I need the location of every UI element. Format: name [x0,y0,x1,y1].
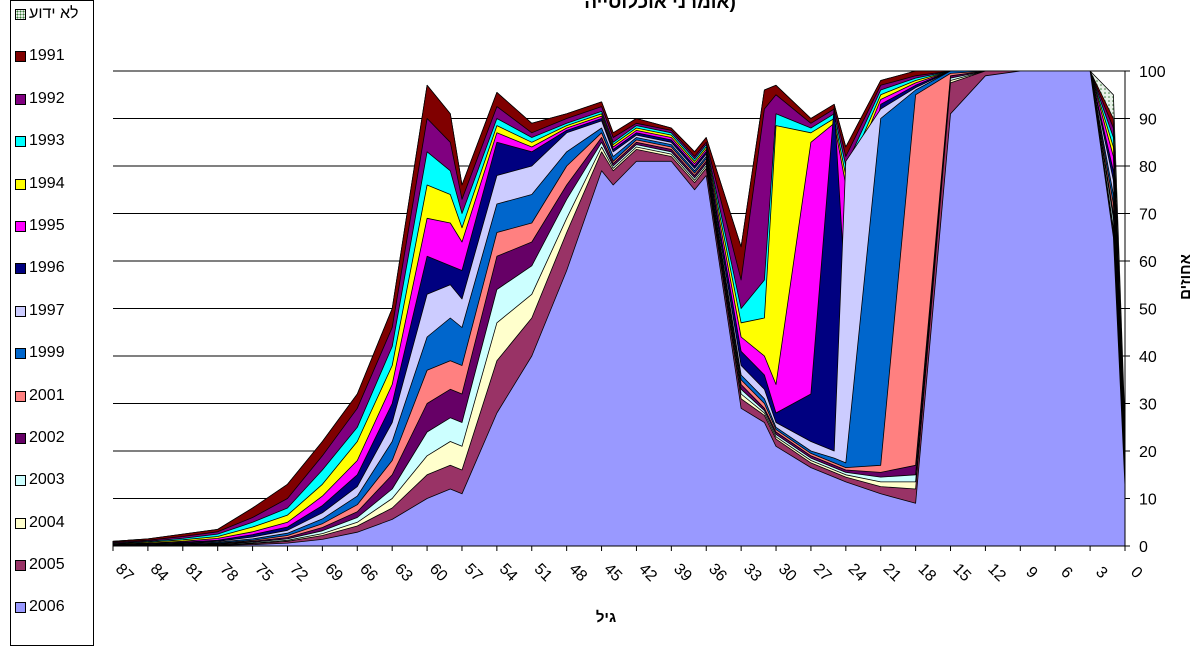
legend-label: 2001 [29,386,65,404]
legend-swatch [15,560,26,572]
y-tick-label: 80 [1139,159,1157,176]
legend-swatch [15,9,26,20]
legend-label: 1994 [29,174,65,192]
x-tick-label: 42 [635,561,660,586]
x-tick-label: 87 [112,561,137,586]
legend-label: 2006 [29,598,65,616]
legend-label: 2005 [29,556,65,574]
y-axis-title: אחוזים [1177,254,1194,300]
legend-label: 1993 [29,132,65,150]
x-tick-label: 39 [670,561,695,586]
x-tick-label: 6 [1057,564,1075,582]
y-tick-label: 0 [1139,539,1148,556]
legend-swatch [15,263,26,275]
legend-item: 1997 [11,302,93,344]
x-tick-label: 24 [845,561,870,586]
legend-swatch [15,93,26,105]
legend-swatch [15,517,26,529]
y-tick-label: 20 [1139,444,1157,461]
legend-label: 2002 [29,428,65,446]
legend-item: לא ידוע [11,5,93,47]
x-tick-label: 33 [740,561,765,586]
x-tick-label: 63 [391,561,416,586]
legend-swatch [15,305,26,317]
x-tick-label: 84 [147,561,172,586]
legend-swatch [15,51,26,63]
legend-item: 1995 [11,217,93,259]
legend-swatch [15,390,26,402]
area-series-14 [112,70,1126,547]
x-tick-label: 18 [915,561,940,586]
stacked-areas [112,70,1126,547]
legend-swatch [15,475,26,487]
y-tick-label: 70 [1139,207,1157,224]
legend-swatch [15,432,26,444]
x-tick-label: 45 [600,561,625,586]
legend-label: 1997 [29,301,65,319]
legend-swatch [15,602,26,614]
legend-swatch [15,136,26,148]
y-tick-label: 100 [1139,64,1166,81]
legend-label: 1996 [29,259,65,277]
x-tick-label: 3 [1092,564,1110,582]
x-axis-title: גיל [596,609,616,626]
x-tick-label: 21 [880,561,905,586]
legend-item: 2005 [11,556,93,598]
x-tick-label: 66 [356,561,381,586]
y-tick-label: 30 [1139,397,1157,414]
legend-item: 1994 [11,175,93,217]
x-tick-label: 12 [984,561,1009,586]
legend-label: 1999 [29,344,65,362]
legend-label: 2003 [29,471,65,489]
legend-item: 2001 [11,387,93,429]
x-tick-label: 72 [286,561,311,586]
x-tick-label: 60 [426,561,451,586]
x-tick-label: 27 [810,561,835,586]
y-tick-label: 90 [1139,112,1157,129]
legend-item: 1991 [11,47,93,89]
legend-item: 1999 [11,344,93,386]
legend-label: לא ידוע [29,5,79,22]
x-tick-label: 78 [217,561,242,586]
legend-item: 2002 [11,429,93,471]
x-tick-label: 51 [531,561,556,586]
legend-item: 2003 [11,471,93,513]
y-tick-label: 60 [1139,254,1157,271]
y-tick-label: 50 [1139,302,1157,319]
legend-swatch [15,178,26,190]
x-tick-label: 81 [182,561,207,586]
legend-item: 1993 [11,132,93,174]
chart-title: (אומרני אוכלוסייה [584,0,736,13]
legend-label: 1995 [29,216,65,234]
x-tick-label: 48 [566,561,591,586]
legend: לא ידוע 1991 1992 1993 1994 1995 1996 1997 1999 2… [10,0,94,646]
x-tick-label: 54 [496,561,521,586]
x-tick-label: 57 [461,561,486,586]
legend-item: 2006 [11,598,93,640]
legend-label: 1992 [29,89,65,107]
legend-item: 2004 [11,514,93,556]
legend-label: 1991 [29,47,65,65]
x-tick-label: 9 [1022,564,1040,582]
x-tick-label: 0 [1127,564,1145,582]
y-tick-label: 10 [1139,492,1157,509]
x-tick-label: 30 [775,561,800,586]
x-tick-label: 69 [321,561,346,586]
legend-swatch [15,220,26,232]
y-tick-label: 40 [1139,349,1157,366]
legend-item: 1992 [11,90,93,132]
x-tick-label: 36 [705,561,730,586]
legend-label: 2004 [29,513,65,531]
legend-item: 1996 [11,259,93,301]
legend-swatch [15,348,26,360]
x-tick-label: 75 [251,561,276,586]
x-tick-label: 15 [949,561,974,586]
